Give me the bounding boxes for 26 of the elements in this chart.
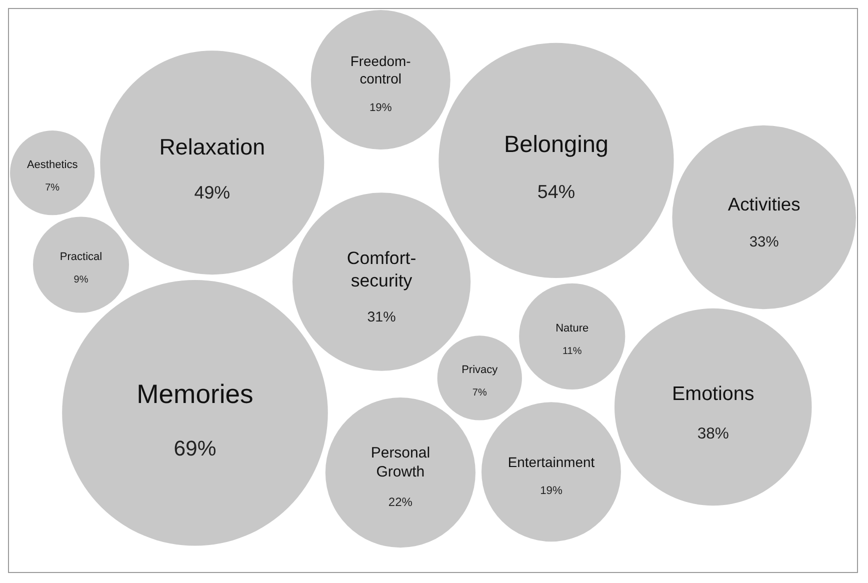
data-label: 9%	[74, 274, 88, 286]
data-label: 54%	[537, 181, 576, 202]
category-label: Emotions	[672, 382, 754, 405]
category-label: Relaxation	[159, 134, 266, 160]
category-label: Comfort-security	[346, 248, 416, 290]
category-label: Nature	[556, 322, 589, 334]
data-label: 38%	[697, 426, 729, 443]
data-label: 19%	[540, 485, 562, 498]
category-label: Freedom-control	[350, 52, 412, 86]
category-label: Activities	[728, 194, 800, 215]
category-label: Belonging	[504, 130, 609, 157]
data-label: 19%	[369, 102, 392, 114]
data-label: 69%	[174, 436, 216, 461]
category-label: Practical	[60, 250, 102, 263]
data-label: 7%	[472, 388, 487, 399]
data-label: 31%	[367, 309, 396, 326]
category-label: Privacy	[462, 364, 498, 376]
data-label: 33%	[749, 234, 779, 251]
data-label: 11%	[562, 346, 582, 358]
category-label: Aesthetics	[26, 158, 78, 171]
category-label: Personal Growth	[370, 444, 430, 480]
data-label: 7%	[45, 182, 60, 194]
category-label: Memories	[136, 379, 254, 410]
data-label: 49%	[194, 182, 230, 203]
data-label: 22%	[388, 495, 413, 510]
category-label: Entertainment	[508, 454, 595, 470]
